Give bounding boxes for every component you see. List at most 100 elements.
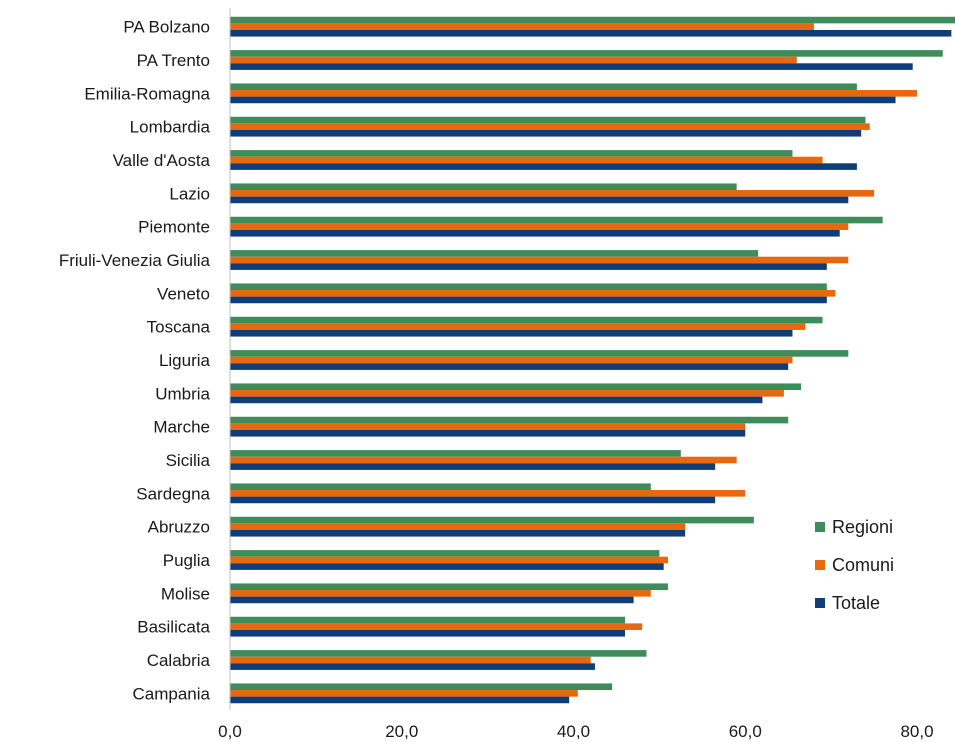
category-label-emilia-romagna: Emilia-Romagna — [84, 84, 210, 103]
bar-totale-campania — [230, 696, 570, 704]
category-label-veneto: Veneto — [157, 284, 210, 303]
bar-totale-friuli-venezia-giulia — [230, 263, 827, 270]
bar-comuni-marche — [230, 423, 746, 430]
category-label-abruzzo: Abruzzo — [148, 518, 210, 537]
category-label-lombardia: Lombardia — [130, 118, 211, 137]
bar-regioni-sicilia — [230, 450, 681, 457]
category-label-marche: Marche — [153, 418, 210, 437]
bar-regioni-campania — [230, 683, 613, 691]
bar-totale-sicilia — [230, 463, 716, 470]
bar-totale-toscana — [230, 329, 793, 337]
category-label-toscana: Toscana — [147, 318, 211, 337]
legend-label-regioni: Regioni — [832, 517, 893, 537]
legend-label-comuni: Comuni — [832, 555, 894, 575]
category-labels: PA Bolzano PA Trento Emilia-Romagna Lombard… — [59, 18, 211, 704]
bar-regioni-abruzzo — [230, 516, 754, 524]
x-tick-label-3: 60,0 — [729, 722, 762, 741]
x-tick-label-2: 40,0 — [557, 722, 590, 741]
bar-comuni-toscana — [230, 323, 806, 330]
bar-totale-valle-d-aosta — [230, 163, 857, 170]
bar-regioni-veneto — [230, 283, 827, 291]
bar-regioni-pa-trento — [230, 50, 943, 57]
bar-comuni-friuli-venezia-giulia — [230, 256, 849, 264]
category-label-umbria: Umbria — [155, 384, 210, 403]
bar-totale-piemonte — [230, 229, 840, 237]
bar-comuni-basilicata — [230, 623, 643, 630]
bars-layer — [230, 16, 955, 704]
legend-swatch-comuni — [815, 560, 825, 570]
bar-comuni-calabria — [230, 656, 591, 664]
bar-totale-umbria — [230, 396, 763, 404]
x-tick-label-0: 0,0 — [218, 722, 242, 741]
bar-regioni-piemonte — [230, 216, 883, 224]
bar-regioni-marche — [230, 416, 789, 424]
bar-comuni-puglia — [230, 556, 668, 564]
bar-regioni-sardegna — [230, 483, 651, 491]
category-label-pa-bolzano: PA Bolzano — [123, 18, 210, 37]
bar-regioni-umbria — [230, 383, 802, 391]
x-tick-label-1: 20,0 — [385, 722, 418, 741]
legend-swatch-totale — [815, 598, 825, 608]
bar-totale-lazio — [230, 196, 849, 204]
category-label-campania: Campania — [133, 684, 211, 703]
bar-comuni-pa-trento — [230, 56, 797, 64]
category-label-calabria: Calabria — [147, 651, 211, 670]
bar-totale-pa-trento — [230, 63, 913, 70]
bar-regioni-puglia — [230, 550, 660, 557]
bar-comuni-campania — [230, 690, 578, 697]
bar-regioni-toscana — [230, 316, 823, 324]
bar-totale-lombardia — [230, 129, 862, 137]
category-label-valle-d-aosta: Valle d'Aosta — [113, 151, 211, 170]
category-label-friuli-venezia-giulia: Friuli-Venezia Giulia — [59, 251, 211, 270]
bar-totale-marche — [230, 429, 746, 437]
bar-comuni-emilia-romagna — [230, 90, 917, 97]
bar-comuni-pa-bolzano — [230, 23, 814, 30]
bar-comuni-lazio — [230, 190, 875, 197]
bar-regioni-valle-d-aosta — [230, 150, 793, 157]
bar-regioni-liguria — [230, 350, 849, 357]
bar-regioni-calabria — [230, 650, 647, 657]
category-label-liguria: Liguria — [159, 351, 211, 370]
legend-label-totale: Totale — [832, 593, 880, 613]
legend-swatch-regioni — [815, 522, 825, 532]
bar-regioni-friuli-venezia-giulia — [230, 250, 759, 257]
bar-comuni-lombardia — [230, 123, 870, 130]
category-label-basilicata: Basilicata — [137, 618, 210, 637]
legend: Regioni Comuni Totale — [815, 517, 894, 613]
bar-regioni-molise — [230, 583, 668, 591]
bar-regioni-basilicata — [230, 616, 626, 624]
bar-comuni-liguria — [230, 356, 793, 364]
category-label-molise: Molise — [161, 584, 210, 603]
bar-totale-abruzzo — [230, 529, 686, 537]
bar-regioni-pa-bolzano — [230, 16, 955, 24]
bar-regioni-lombardia — [230, 116, 866, 124]
bar-regioni-emilia-romagna — [230, 83, 857, 91]
x-tick-label-4: 80,0 — [900, 722, 933, 741]
bar-comuni-valle-d-aosta — [230, 156, 823, 164]
bar-totale-pa-bolzano — [230, 29, 952, 37]
bar-comuni-veneto — [230, 290, 836, 297]
bar-totale-basilicata — [230, 629, 626, 637]
category-label-puglia: Puglia — [163, 551, 211, 570]
bar-comuni-umbria — [230, 390, 784, 397]
bar-totale-sardegna — [230, 496, 716, 504]
bar-comuni-sicilia — [230, 456, 737, 464]
bar-totale-calabria — [230, 663, 595, 670]
category-label-sardegna: Sardegna — [136, 484, 210, 503]
bar-comuni-abruzzo — [230, 523, 686, 530]
bar-totale-veneto — [230, 296, 827, 304]
bar-comuni-piemonte — [230, 223, 849, 230]
bar-regioni-lazio — [230, 183, 737, 191]
bar-totale-puglia — [230, 563, 664, 570]
bar-totale-liguria — [230, 363, 789, 370]
bar-totale-molise — [230, 596, 634, 604]
category-label-piemonte: Piemonte — [138, 218, 210, 237]
bar-comuni-molise — [230, 590, 651, 597]
category-label-lazio: Lazio — [169, 184, 210, 203]
category-label-sicilia: Sicilia — [166, 451, 211, 470]
axes: 0,0 20,0 40,0 60,0 80,0 — [218, 8, 934, 741]
bar-totale-emilia-romagna — [230, 96, 896, 104]
category-label-pa-trento: PA Trento — [137, 51, 210, 70]
